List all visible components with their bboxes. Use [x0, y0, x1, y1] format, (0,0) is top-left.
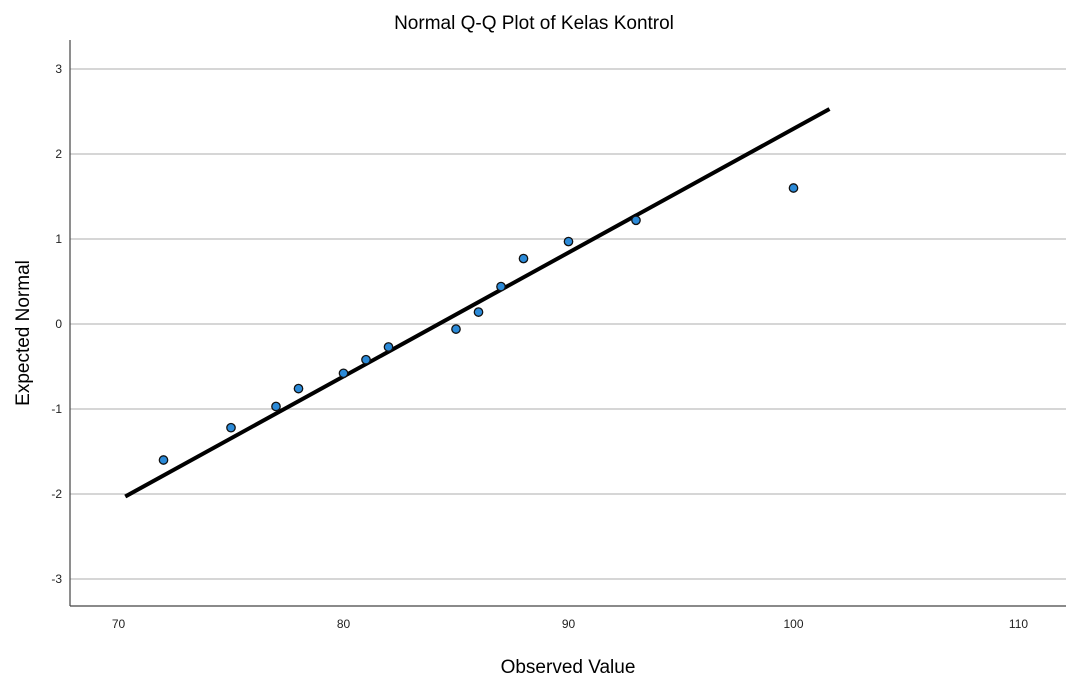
- data-point: [631, 215, 641, 226]
- y-tick-label: -2: [51, 487, 62, 501]
- data-point: [451, 324, 461, 334]
- y-tick-label: 0: [55, 317, 62, 331]
- x-tick-label: 70: [112, 617, 126, 631]
- gridlines: [70, 68, 1066, 580]
- y-tick-label: 3: [55, 62, 62, 76]
- data-point: [563, 236, 574, 247]
- data-point: [158, 455, 169, 465]
- data-point: [518, 253, 529, 264]
- axes: [69, 40, 1066, 607]
- data-point: [473, 307, 484, 317]
- x-tick-label: 80: [337, 617, 351, 631]
- data-point: [788, 183, 799, 193]
- data-point: [496, 281, 506, 292]
- x-tick-label: 90: [562, 617, 576, 631]
- data-point: [361, 354, 371, 365]
- reference-line-layer: [124, 107, 831, 499]
- tick-labels: -3 -2 -1 0 1 2 3 70 80 90 100 110: [51, 62, 1028, 631]
- x-tick-label: 110: [1009, 617, 1028, 631]
- y-axis-label: Expected Normal: [13, 260, 34, 406]
- chart-title: Normal Q-Q Plot of Kelas Kontrol: [394, 13, 674, 34]
- data-point: [293, 383, 304, 394]
- data-points: [158, 183, 799, 465]
- y-tick-label: 2: [55, 147, 62, 161]
- data-point: [338, 368, 349, 379]
- x-axis-label: Observed Value: [501, 657, 636, 678]
- data-point: [226, 422, 236, 433]
- y-tick-label: -1: [51, 402, 62, 416]
- reference-line: [124, 107, 831, 499]
- y-tick-label: 1: [55, 232, 62, 246]
- y-tick-label: -3: [51, 572, 62, 586]
- data-point: [271, 401, 281, 412]
- x-tick-label: 100: [783, 617, 803, 631]
- data-point: [383, 342, 394, 352]
